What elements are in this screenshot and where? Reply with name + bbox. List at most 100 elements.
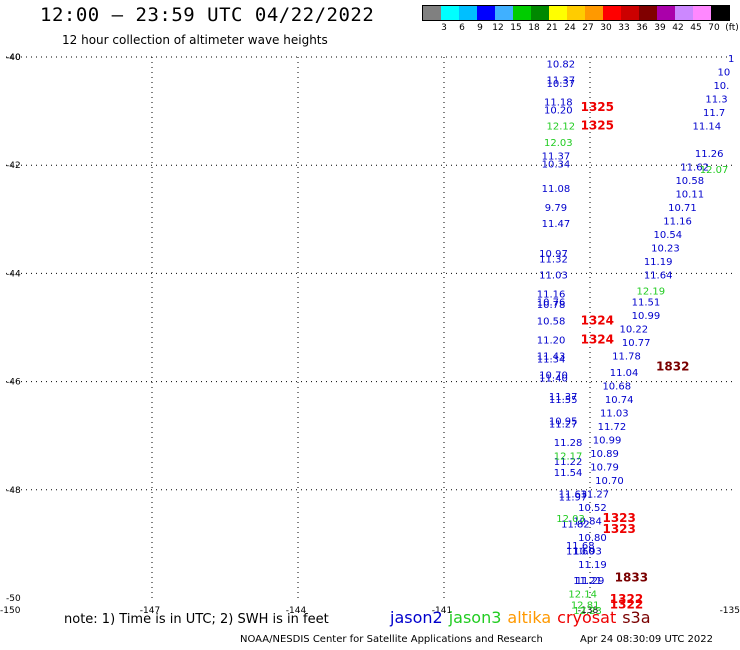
data-point-label: 10.54 (654, 230, 683, 241)
data-point-label: 10.71 (668, 203, 697, 214)
data-point-label: 12.17 (554, 452, 583, 463)
data-point-label: 1323 (602, 522, 635, 536)
data-point-label: 11.27 (549, 419, 578, 430)
color-scale-label: (ft) (725, 23, 739, 33)
data-point-label: 10.95 (549, 417, 578, 428)
data-point-label: 10.37 (546, 79, 575, 90)
data-point-label: 11.82 (561, 519, 590, 530)
legend-item-cryosat: cryosat (557, 608, 617, 627)
data-point-label: 11.28 (554, 438, 583, 449)
color-scale-label: 3 (441, 23, 447, 33)
x-axis-left-label: -150 (0, 606, 21, 616)
legend-item-altika: altika (507, 608, 552, 627)
color-scale-label: 6 (459, 23, 465, 33)
color-swatch (459, 6, 477, 20)
data-point-label: 11.32 (539, 254, 568, 265)
data-point-label: 10.80 (578, 533, 607, 544)
data-point-label: 11.37 (542, 151, 571, 162)
color-swatch (603, 6, 621, 20)
color-swatch (621, 6, 639, 20)
data-point-label: 11.3 (705, 95, 727, 106)
data-point-label: 11.19 (644, 257, 673, 268)
y-tick-label: -46 (6, 378, 21, 388)
data-point-label: 1325 (581, 100, 614, 114)
color-scale-label: 27 (582, 23, 594, 33)
color-swatch (657, 6, 675, 20)
color-swatch (711, 6, 729, 20)
data-point-label: 11.43 (537, 352, 566, 363)
data-point-label: 10.58 (675, 176, 704, 187)
color-swatch (477, 6, 495, 20)
color-swatch (441, 6, 459, 20)
legend-item-s3a: s3a (622, 608, 651, 627)
y-axis-top-label: -40 (6, 53, 21, 63)
x-tick-label: -141 (432, 606, 452, 616)
data-point-label: 10.84 (573, 517, 602, 528)
x-tick-label: -147 (140, 606, 160, 616)
data-point-label: 10.89 (590, 449, 619, 460)
data-point-label: 10.99 (632, 311, 661, 322)
color-swatch (495, 6, 513, 20)
y-tick-label: -44 (6, 269, 21, 279)
plot-grid (6, 56, 736, 598)
page-title: 12:00 – 23:59 UTC 04/22/2022 (40, 4, 375, 26)
data-point-label: 11.37 (549, 392, 578, 403)
series-jason3: 12.12 12.03 12.07 12.19 12.17 12.03 12.1412.81… (544, 122, 728, 617)
data-point-label: 11.04 (610, 368, 639, 379)
color-scale-label: 21 (546, 23, 558, 33)
data-point-label: 11.22 (554, 457, 583, 468)
data-point-label: 11.62 (680, 162, 709, 173)
data-point-label: 1324 (581, 313, 614, 327)
data-point-label: 1322 (610, 597, 643, 611)
color-scale-label: 15 (510, 23, 522, 33)
x-axis-right-label: -135 (720, 606, 740, 616)
data-point-label: 10.82 (546, 59, 575, 70)
data-point-label: 12.03 (544, 138, 573, 149)
data-point-label: 11.47 (542, 219, 571, 230)
data-point-label: 11.54 (554, 468, 583, 479)
y-axis-bottom-label: -50 (6, 594, 21, 604)
color-scale-label: 30 (600, 23, 612, 33)
data-point-label: 10.76 (537, 298, 566, 309)
color-swatch (513, 6, 531, 20)
data-point-label: 10.34 (542, 160, 571, 171)
data-point-label: 10.74 (605, 395, 634, 406)
legend-item-jason2: jason2 (390, 608, 443, 627)
data-point-label: 1 (728, 54, 734, 65)
page-subtitle: 12 hour collection of altimeter wave hei… (62, 33, 328, 47)
data-point-label: 12.14 (568, 590, 597, 601)
data-point-label: 10.70 (539, 371, 568, 382)
color-swatch (585, 6, 603, 20)
data-point-label: 10.20 (544, 105, 573, 116)
data-point-label: 11.03 (600, 408, 629, 419)
color-scale-labels: 3 6 9 12 15 18 21 24 27 30 33 36 39 42 45 70 (ft) (422, 21, 739, 35)
legend-item-jason3: jason3 (448, 608, 502, 627)
data-point-label: 11.20 (537, 335, 566, 346)
color-swatch (567, 6, 585, 20)
data-point-label: 11.63 (559, 490, 588, 501)
data-point-label: 10.70 (595, 476, 624, 487)
data-point-label: 11.40 (539, 373, 568, 384)
data-point-label: 12.12 (546, 122, 575, 133)
y-tick-label: -40 (6, 53, 21, 63)
color-scale-label: 70 (708, 23, 720, 33)
data-point-label: 11.19 (578, 560, 607, 571)
data-point-label: 11.7 (703, 108, 725, 119)
color-scale-legend: 3 6 9 12 15 18 21 24 27 30 33 36 39 42 45 70 (ft) (422, 5, 739, 35)
data-point-label: 1325 (581, 119, 614, 133)
data-point-label: 11.55 (549, 395, 578, 406)
color-swatch (693, 6, 711, 20)
color-scale-label: 42 (672, 23, 684, 33)
data-point-label: 10.22 (619, 325, 648, 336)
x-tick-label: -138 (578, 606, 599, 616)
color-scale-label: 45 (690, 23, 702, 33)
data-point-label: 1324 (581, 332, 614, 346)
data-point-label: 11.03 (539, 270, 568, 281)
data-point-label: 11.26 (695, 149, 724, 160)
footer-credit: NOAA/NESDIS Center for Satellite Applica… (240, 634, 543, 645)
data-point-label: 1833 (615, 570, 648, 584)
data-point-label: 11.60 (566, 546, 595, 557)
data-point-label: 10.58 (537, 316, 566, 327)
